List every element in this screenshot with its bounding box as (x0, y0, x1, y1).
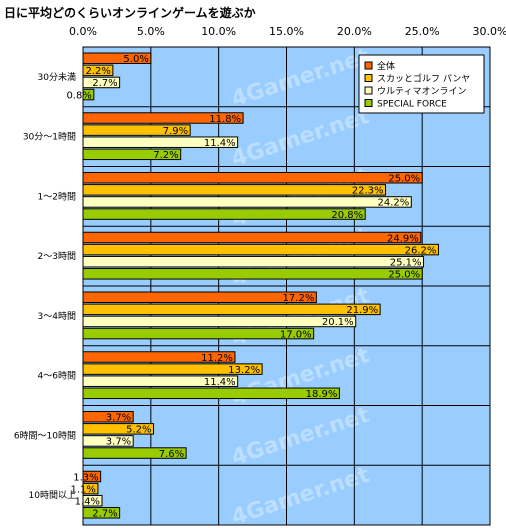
value-label: 7.2% (153, 150, 178, 161)
value-label: 7.9% (163, 126, 188, 137)
bar (82, 52, 152, 64)
value-label: 7.6% (159, 449, 184, 460)
chart-title: 日に平均どのくらいオンラインゲームを遊ぶか (4, 6, 256, 20)
category-label: 2～3時間 (38, 251, 76, 262)
bar (82, 351, 236, 363)
bar (82, 423, 155, 435)
value-label: 20.8% (331, 210, 363, 221)
bar (82, 387, 340, 400)
legend-label: 全体 (377, 60, 395, 72)
bar (82, 64, 114, 77)
value-label: 0.8% (66, 90, 91, 101)
x-tick-label: 5.0% (137, 25, 165, 38)
bar (82, 148, 182, 161)
category-label: 1～2時間 (38, 191, 76, 202)
legend-swatch (364, 86, 373, 95)
category-label: 6時間～10時間 (14, 430, 76, 441)
value-label: 17.2% (283, 293, 315, 304)
value-label: 18.9% (306, 389, 338, 400)
value-label: 25.0% (388, 270, 420, 281)
bar (82, 375, 239, 387)
value-label: 26.2% (405, 245, 437, 256)
category-label: 4～6時間 (38, 371, 76, 382)
legend-label: スカッとゴルフ パンヤ (377, 73, 470, 85)
value-label: 24.2% (378, 198, 410, 209)
bar (82, 507, 121, 519)
bar (82, 494, 103, 507)
bar (82, 315, 357, 328)
x-tick-label: 0.0% (69, 25, 97, 38)
bar (82, 112, 244, 124)
value-label: 2.7% (92, 509, 117, 520)
bar (82, 255, 425, 268)
bar (82, 196, 412, 208)
value-label: 2.2% (85, 66, 110, 77)
value-label: 1.3% (73, 472, 98, 483)
bar (82, 363, 263, 375)
legend-label: SPECIAL FORCE (377, 100, 447, 110)
value-label: 11.4% (204, 377, 236, 388)
x-tick-label: 10.0% (201, 25, 236, 38)
x-tick-label: 30.0% (473, 25, 506, 38)
value-label: 1.1% (71, 484, 96, 495)
value-label: 11.2% (201, 353, 233, 364)
legend-swatch (364, 61, 373, 70)
category-label: 30分未満 (38, 71, 76, 83)
bar (82, 88, 95, 101)
value-label: 13.2% (228, 365, 260, 376)
x-tick-label: 25.0% (405, 25, 440, 38)
value-label: 2.7% (92, 78, 117, 89)
bar (82, 184, 387, 196)
bar (82, 172, 423, 184)
value-label: 22.3% (352, 186, 384, 197)
value-label: 17.0% (280, 329, 312, 340)
legend-label: ウルティマオンライン (377, 86, 466, 97)
bar (82, 231, 422, 244)
value-label: 24.9% (387, 233, 419, 244)
category-label: 10時間以上 (29, 490, 76, 501)
value-label: 21.9% (346, 305, 378, 316)
x-tick-label: 15.0% (269, 25, 304, 38)
value-label: 3.7% (106, 437, 131, 448)
value-label: 11.4% (204, 138, 236, 149)
x-tick-label: 20.0% (337, 25, 372, 38)
legend-box (358, 54, 485, 114)
bar (82, 208, 366, 220)
bar (82, 447, 187, 459)
bar (82, 303, 381, 316)
legend-swatch (364, 74, 373, 82)
bar (82, 136, 239, 148)
bar (82, 327, 315, 340)
bar (82, 411, 134, 423)
bar (82, 435, 134, 447)
value-label: 5.0% (123, 54, 148, 65)
value-label: 20.1% (322, 317, 354, 328)
bar (82, 470, 102, 483)
value-label: 25.1% (390, 257, 422, 268)
value-label: 5.2% (126, 425, 151, 436)
bar (82, 243, 439, 256)
category-label: 30分～1時間 (23, 132, 76, 143)
bar (82, 76, 121, 89)
value-label: 1.4% (75, 496, 100, 507)
bar (82, 268, 423, 280)
bar (82, 482, 99, 495)
value-label: 3.7% (106, 413, 131, 424)
bar (82, 124, 191, 136)
value-label: 25.0% (388, 174, 420, 185)
legend-swatch (364, 99, 373, 107)
value-label: 11.8% (209, 114, 241, 125)
bar (82, 291, 317, 303)
category-label: 3～4時間 (38, 311, 76, 322)
